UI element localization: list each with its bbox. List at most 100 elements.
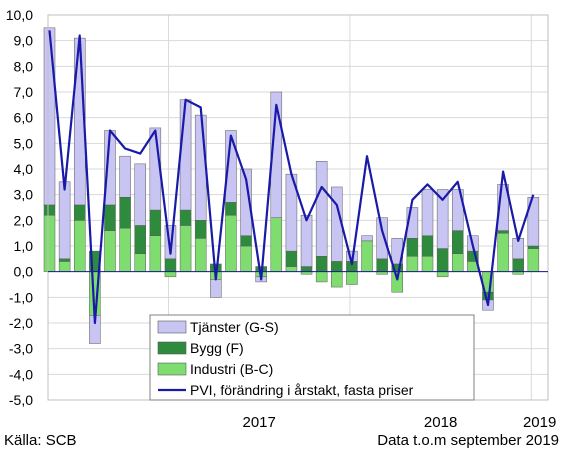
y-tick-label: 1,0 [14,238,34,254]
bar-segment [225,202,237,216]
x-group-label: 2018 [424,414,457,431]
bar-segment [497,184,509,231]
bar-segment [406,207,419,239]
bar-segment [240,235,252,247]
y-tick-label: -2,0 [9,315,33,331]
y-tick-label: 2,0 [14,212,34,228]
bar-segment [149,209,162,236]
legend-swatch [157,320,187,334]
bar-segment [300,214,313,267]
bar-segment [527,245,540,249]
y-tick-label: 9,0 [14,33,34,49]
bar-segment [194,238,207,272]
legend-label: Bygg (F) [190,340,244,356]
bar-segment [119,196,131,229]
bar-segment [497,230,509,234]
bar-segment [315,271,328,283]
bar-segment [73,220,86,272]
bar-segment [436,248,449,272]
bar-segment [225,214,237,272]
bar-segment [512,258,524,272]
y-tick-label: 7,0 [14,84,34,100]
pvi-line [48,30,535,325]
bar-segment [104,230,116,272]
bar-segment [376,258,388,272]
bar-segment [179,225,192,272]
bar-segment [527,248,540,272]
bar-segment [361,235,373,242]
legend-label: Tjänster (G-S) [190,319,279,335]
y-tick-label: 0,0 [14,264,34,280]
bar-segment [285,266,298,272]
bar-segment [451,230,464,254]
bar-segment [58,261,71,272]
bar-segment [376,217,388,260]
y-tick-label: -3,0 [9,341,33,357]
bar-segment [194,220,207,239]
bar-segment [210,279,222,298]
bar-segment [421,189,434,236]
bar-segment [43,27,56,206]
legend: Tjänster (G-S) Bygg (F) Industri (B-C) PVI,… [149,314,475,401]
x-group-label: 2019 [523,414,556,431]
bar-segment [331,261,343,272]
bar-segment [119,155,131,198]
legend-box [149,314,475,401]
bar-segment [436,189,449,249]
bar-segment [451,189,464,231]
bars [43,27,540,344]
y-tick-label: -5,0 [9,392,33,408]
bar-segment [179,99,192,211]
bar-segment [134,225,146,254]
bar-segment [421,256,434,272]
bar-segment [451,253,464,272]
bar-segment [225,130,237,203]
legend-label: Industri (B-C) [190,361,273,377]
y-tick-label: 8,0 [14,58,34,74]
y-tick-label: 4,0 [14,161,34,177]
bar-segment [194,114,207,221]
bar-segment [436,271,449,278]
y-tick-label: -1,0 [9,289,33,305]
y-tick-label: 10,0 [6,7,33,23]
bar-segment [164,225,177,260]
bar-segment [331,271,343,288]
bar-segment [346,271,358,285]
bar-segment [270,217,283,272]
bar-segment [134,253,146,272]
bar-segment [300,266,313,272]
bar-segment [361,240,373,272]
bar-segment [43,204,56,216]
y-tick-label: 6,0 [14,110,34,126]
bar-segment [497,232,509,272]
legend-label: PVI, förändring i årstakt, fasta priser [190,382,414,398]
bar-segment [285,250,298,267]
bar-segment [406,256,419,272]
bar-segment [149,235,162,272]
bar-segment [240,168,252,236]
bar-segment [421,235,434,257]
legend-swatch [157,341,187,355]
y-tick-label: 5,0 [14,135,34,151]
bar-segment [179,209,192,226]
bar-segment [58,258,71,262]
source-text: Källa: SCB [4,432,77,449]
bar-segment [104,204,116,231]
y-tick-label: -4,0 [9,366,33,382]
x-group-label: 2017 [242,414,275,431]
bar-segment [58,181,71,260]
bar-segment [134,163,146,226]
bar-segment [73,204,86,221]
data-note: Data t.o.m september 2019 [377,432,559,449]
legend-swatch [157,362,187,376]
bar-segment [315,161,328,257]
bar-segment [43,214,56,272]
line-series [48,30,535,325]
y-tick-label: 3,0 [14,187,34,203]
bar-segment [164,271,177,278]
bar-segment [315,256,328,272]
bar-segment [240,245,252,272]
bar-segment [119,227,131,272]
bar-segment [406,238,419,257]
